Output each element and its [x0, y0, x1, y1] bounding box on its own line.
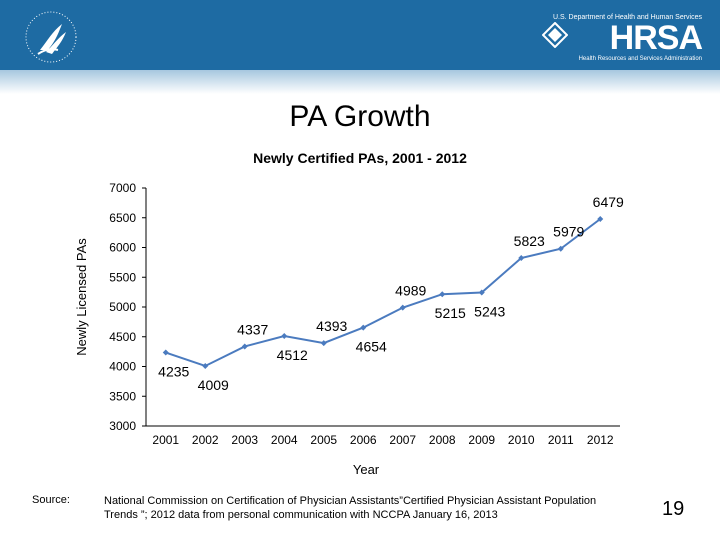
y-tick-label: 5500 — [109, 270, 136, 284]
data-point — [320, 340, 327, 347]
data-point — [399, 304, 406, 311]
source-citation: National Commission on Certification of … — [104, 495, 597, 521]
data-point — [478, 289, 485, 296]
data-point — [360, 324, 367, 331]
y-tick-label: 3000 — [109, 419, 136, 433]
series-line — [165, 218, 601, 368]
y-tick-label: 4000 — [109, 360, 136, 374]
x-tick-label: 2007 — [389, 433, 416, 447]
data-point — [202, 362, 209, 369]
data-point — [241, 343, 248, 350]
data-label: 4337 — [237, 321, 268, 337]
data-label: 4235 — [158, 364, 189, 380]
x-tick-label: 2011 — [548, 433, 574, 447]
x-tick-label: 2005 — [310, 433, 337, 447]
y-axis-label: Newly Licensed PAs — [74, 238, 89, 356]
y-tick-label: 6000 — [109, 241, 136, 255]
slide-title: PA Growth — [289, 100, 431, 133]
data-point — [597, 215, 604, 222]
x-tick-label: 2001 — [152, 433, 179, 447]
data-label: 5243 — [474, 304, 505, 320]
y-tick-label: 4500 — [109, 330, 136, 344]
data-labels: 4235 4009 4337 4512 4393 4654 4989 5215 5243 5823… — [158, 194, 624, 393]
data-point — [281, 333, 288, 340]
data-label: 4654 — [356, 339, 387, 355]
hhs-eagle-logo-icon — [25, 11, 77, 63]
x-tick-label: 2003 — [231, 433, 258, 447]
data-label: 4512 — [277, 347, 308, 363]
header-gradient-stripe — [0, 70, 720, 94]
chart-title: Newly Certified PAs, 2001 - 2012 — [253, 150, 467, 166]
hrsa-logo: U.S. Department of Health and Human Serv… — [542, 14, 703, 64]
hrsa-diamond-icon — [542, 22, 568, 48]
data-label: 4989 — [395, 283, 426, 299]
data-label: 4009 — [198, 377, 229, 393]
data-label: 5215 — [435, 305, 466, 321]
data-point — [557, 245, 564, 252]
x-tick-label: 2008 — [429, 433, 456, 447]
x-tick-label: 2004 — [271, 433, 298, 447]
x-tick-label: 2010 — [508, 433, 535, 447]
x-tick-label: 2006 — [350, 433, 377, 447]
line-chart: Newly Certified PAs, 2001 - 2012 3000 350… — [74, 150, 624, 477]
data-label: 4393 — [316, 318, 347, 334]
y-tick-label: 5000 — [109, 300, 136, 314]
data-point — [518, 255, 525, 262]
data-label: 5979 — [553, 224, 584, 240]
source-label: Source: — [32, 494, 70, 506]
y-tick-label: 7000 — [109, 181, 136, 195]
x-tick-label: 2002 — [192, 433, 219, 447]
hrsa-subtitle: Health Resources and Services Administra… — [578, 56, 702, 62]
data-point — [439, 291, 446, 298]
y-axis-ticks: 3000 3500 4000 4500 5000 5500 6000 6500 7000 — [109, 181, 146, 433]
hrsa-department-text: U.S. Department of Health and Human Serv… — [552, 14, 702, 21]
data-point — [162, 349, 169, 356]
header-bar: U.S. Department of Health and Human Serv… — [0, 0, 720, 70]
data-label: 5823 — [514, 233, 545, 249]
x-tick-label: 2012 — [587, 433, 614, 447]
x-tick-label: 2009 — [468, 433, 495, 447]
hrsa-name: HRSA — [609, 19, 703, 57]
y-tick-label: 3500 — [109, 389, 136, 403]
x-axis-ticks: 2001 2002 2003 2004 2005 2006 2007 2008 2009 2010… — [152, 433, 614, 447]
y-tick-label: 6500 — [109, 211, 136, 225]
data-label: 6479 — [593, 194, 624, 210]
page-number: 19 — [662, 498, 685, 520]
data-points — [162, 215, 604, 369]
x-axis-label: Year — [353, 462, 380, 477]
